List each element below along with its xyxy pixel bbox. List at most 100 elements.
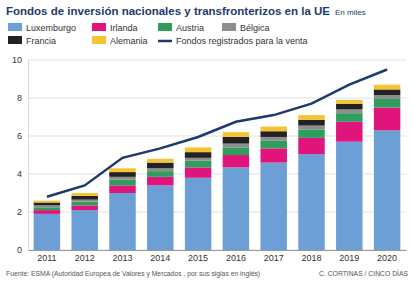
legend-label: Luxemburgo [26, 23, 76, 33]
grid [28, 60, 406, 250]
bar [260, 131, 286, 137]
bar [298, 120, 324, 126]
bar-series [34, 130, 401, 250]
bar [147, 159, 173, 163]
bar [185, 161, 211, 168]
legend-swatch [92, 36, 106, 44]
bar [109, 177, 135, 180]
legend-item: Francia [8, 36, 56, 46]
legend-swatch [158, 40, 172, 43]
x-tick-label: 2011 [37, 253, 56, 263]
legend-swatch [92, 23, 106, 31]
bar-series [34, 99, 401, 210]
bar [336, 100, 362, 104]
bar [147, 168, 173, 171]
title: Fondos de inversión nacionales y transfr… [6, 5, 330, 17]
x-tick-label: 2019 [339, 253, 359, 263]
legend-item: Fondos registrados para la venta [158, 36, 308, 46]
y-tick: 0 [17, 245, 28, 255]
bar [71, 202, 97, 206]
bar [336, 113, 362, 122]
x-tick-label: 2020 [377, 253, 397, 263]
source: Fuente: ESMA (Autoridad Europea de Valor… [6, 270, 260, 278]
y-tick: 6 [17, 131, 28, 141]
credit: C. CORTINAS / CINCO DÍAS [319, 269, 408, 277]
bar [223, 137, 249, 144]
legend-swatch [8, 23, 22, 31]
bar [298, 154, 324, 250]
bar-series [34, 95, 401, 207]
legend-swatch [8, 36, 22, 44]
marks [34, 70, 401, 251]
bar [298, 138, 324, 154]
bar [147, 171, 173, 177]
y-tick: 4 [17, 169, 28, 179]
y-tick: 8 [17, 93, 28, 103]
y-tick-label: 8 [17, 93, 22, 103]
legend-item: Irlanda [92, 23, 138, 33]
bar [147, 163, 173, 169]
legend-swatch [158, 23, 172, 31]
x-tick: 2019 [339, 250, 359, 263]
legend-label: Austria [176, 23, 204, 33]
bar [298, 115, 324, 120]
bar [223, 167, 249, 250]
bar [185, 158, 211, 161]
bar [71, 210, 97, 250]
bar [374, 89, 400, 95]
bar [298, 129, 324, 138]
x-tick-label: 2018 [301, 253, 321, 263]
y-axis: 0 2 4 6 8 10 [12, 55, 29, 255]
x-tick-label: 2014 [150, 253, 170, 263]
x-tick: 2017 [264, 250, 284, 263]
y-tick-label: 2 [17, 207, 22, 217]
y-tick-label: 6 [17, 131, 22, 141]
bar [109, 185, 135, 193]
bar-series [34, 108, 401, 214]
y-tick-label: 10 [12, 55, 22, 65]
bar [298, 126, 324, 130]
bar [71, 200, 97, 202]
line [47, 70, 387, 197]
y-tick-label: 4 [17, 169, 22, 179]
x-tick-label: 2017 [264, 253, 284, 263]
bar [34, 214, 60, 250]
x-tick: 2013 [112, 250, 132, 263]
legend-item: Alemania [92, 36, 148, 46]
x-axis-line [29, 250, 407, 251]
legend-label: Fondos registrados para la venta [176, 36, 308, 46]
bar [71, 205, 97, 210]
x-tick: 2012 [75, 250, 95, 263]
x-tick: 2011 [37, 250, 56, 263]
bar [260, 127, 286, 132]
bar-series [34, 89, 401, 205]
x-tick-label: 2012 [75, 253, 95, 263]
bar [71, 193, 97, 196]
bar [185, 178, 211, 250]
bar [336, 109, 362, 113]
legend-label: Francia [26, 36, 56, 46]
legend-item: Bélgica [222, 23, 270, 33]
bar [185, 152, 211, 158]
bar [260, 137, 286, 141]
bar [34, 201, 60, 203]
x-tick: 2020 [377, 250, 397, 263]
bar [374, 108, 400, 131]
bar [147, 185, 173, 250]
y-tick: 10 [12, 55, 28, 65]
bar [185, 147, 211, 152]
y-axis-line [28, 61, 29, 251]
bar [109, 180, 135, 186]
bar [336, 104, 362, 110]
bar [223, 155, 249, 167]
subtitle: En miles [335, 8, 366, 17]
bar [260, 148, 286, 162]
bar [223, 132, 249, 137]
bar [34, 205, 60, 207]
bar [260, 163, 286, 250]
x-tick-label: 2013 [112, 253, 132, 263]
y-tick: 2 [17, 207, 28, 217]
y-tick-label: 0 [17, 245, 22, 255]
grid-line [28, 60, 406, 61]
bar [374, 95, 400, 99]
